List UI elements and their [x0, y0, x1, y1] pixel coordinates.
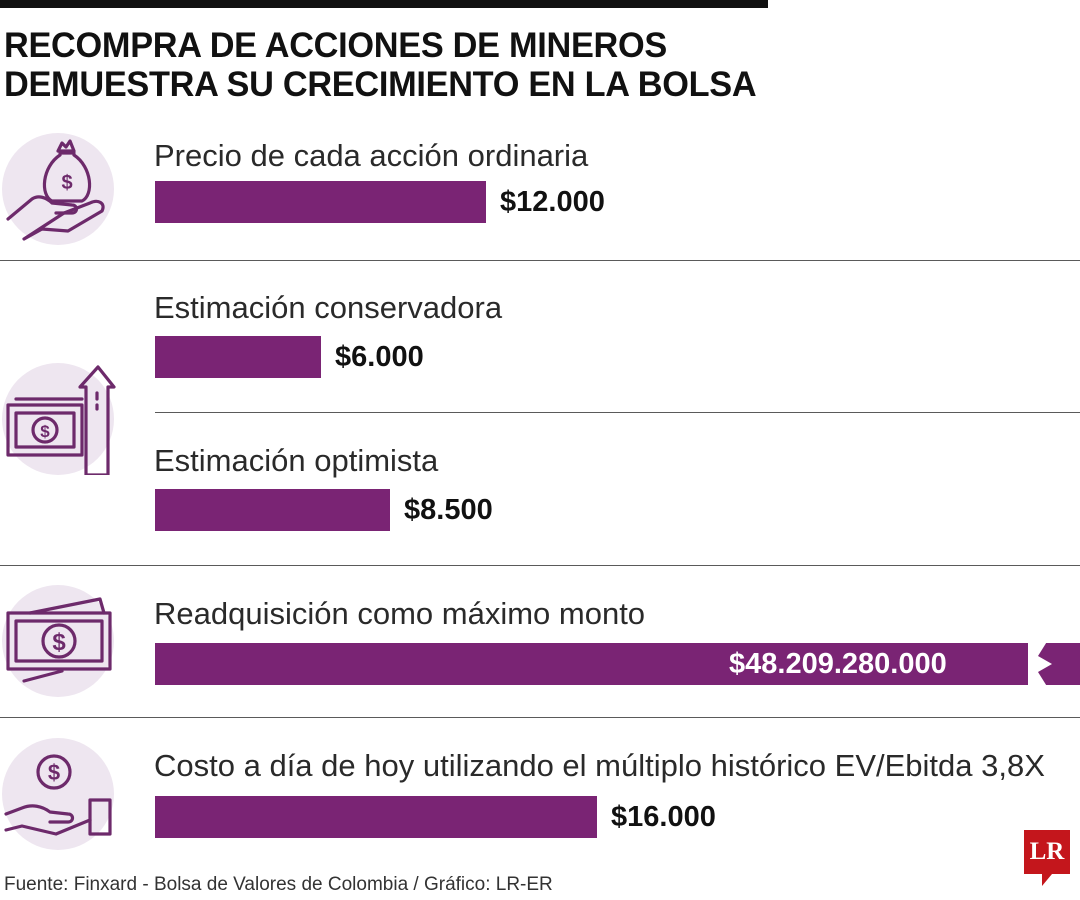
category-label: Estimación conservadora [154, 290, 503, 325]
money-bag-hand-icon: $ [2, 133, 114, 245]
banknotes-icon: $ [2, 585, 114, 697]
bar-2 [155, 489, 390, 531]
banknote-arrow-up-icon: $ [2, 363, 116, 475]
svg-text:$: $ [48, 760, 60, 785]
subsection-divider [155, 412, 1080, 413]
value-label-3: $48.209.280.000 [729, 648, 947, 680]
category-label: Precio de cada acción ordinaria [154, 138, 589, 173]
lr-logo-text: LR [1029, 838, 1065, 865]
value-label-0: $12.000 [500, 186, 605, 218]
lr-logo-shape [1024, 830, 1070, 886]
bar-0 [155, 181, 486, 223]
category-label: Estimación optimista [154, 443, 439, 478]
title-line-2: DEMUESTRA SU CRECIMIENTO EN LA BOLSA [4, 65, 757, 104]
value-label-4: $16.000 [611, 801, 716, 833]
coin-hand-icon: $ [2, 738, 114, 850]
top-rule [0, 0, 768, 8]
bar-3 [155, 643, 1080, 685]
value-label-2: $8.500 [404, 494, 493, 526]
source-note: Fuente: Finxard - Bolsa de Valores de Co… [4, 874, 553, 895]
section-divider [0, 565, 1080, 566]
svg-text:$: $ [52, 629, 66, 656]
title-line-1: RECOMPRA DE ACCIONES DE MINEROS [4, 26, 667, 65]
bar-1 [155, 336, 321, 378]
bar-4 [155, 796, 597, 838]
section-divider [0, 717, 1080, 718]
svg-text:$: $ [61, 172, 72, 194]
section-divider [0, 260, 1080, 261]
lr-logo: LR [1024, 830, 1072, 893]
category-label: Costo a día de hoy utilizando el múltipl… [154, 748, 1045, 783]
value-label-1: $6.000 [335, 341, 424, 373]
svg-text:$: $ [40, 422, 50, 441]
category-label: Readquisición como máximo monto [154, 596, 646, 631]
axis-break-mark [1028, 640, 1052, 688]
chart-title: RECOMPRA DE ACCIONES DE MINEROS DEMUESTR… [4, 26, 886, 104]
